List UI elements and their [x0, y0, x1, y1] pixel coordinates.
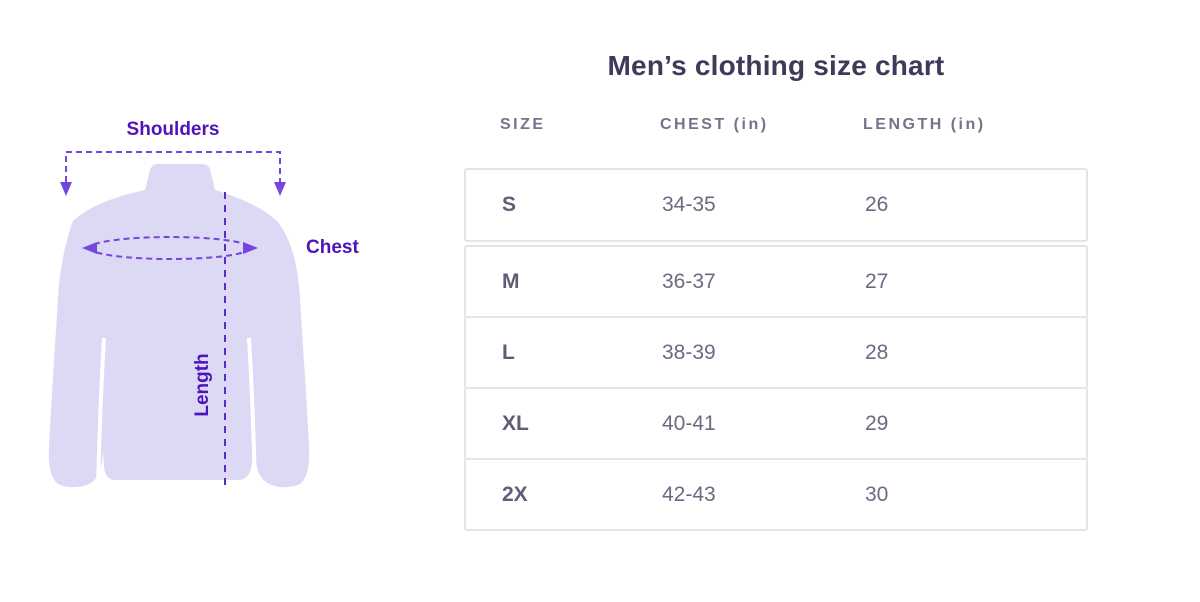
chest-cell: 38-39: [662, 340, 716, 364]
length-cell: 28: [865, 340, 889, 364]
length-cell: 26: [865, 193, 889, 216]
chest-label: Chest: [306, 237, 359, 258]
shoulders-measure-line: [65, 151, 281, 182]
shoulders-arrow-left: [60, 182, 72, 196]
sleeve-gap-right: [247, 337, 257, 493]
length-cell: 27: [865, 269, 889, 293]
shoulders-arrow-right: [274, 182, 286, 196]
shirt-body: [48, 164, 310, 488]
size-cell: L: [502, 340, 515, 364]
chest-arrow-right: [243, 242, 258, 254]
chest-cell: 42-43: [662, 482, 716, 506]
sleeve-gap-left: [96, 337, 106, 493]
header-chest: CHEST (in): [660, 116, 769, 133]
size-cell: M: [502, 269, 520, 293]
length-cell: 29: [865, 411, 889, 435]
chest-cell: 34-35: [662, 193, 716, 216]
table-header-row: SIZE CHEST (in) LENGTH (in): [464, 116, 1088, 134]
chest-cell: 40-41: [662, 411, 716, 435]
header-length: LENGTH (in): [863, 116, 986, 133]
table-row: M 36-37 27: [464, 245, 1088, 318]
shirt-measurement-diagram: Shoulders Chest Length: [0, 0, 430, 602]
length-cell: 30: [865, 482, 889, 506]
table-row: L 38-39 28: [464, 316, 1088, 389]
shirt-illustration: [48, 151, 310, 493]
shoulders-label: Shoulders: [126, 119, 220, 140]
length-label: Length: [192, 353, 213, 417]
table-row: 2X 42-43 30: [464, 458, 1088, 531]
chest-cell: 36-37: [662, 269, 716, 293]
table-row: S 34-35 26: [464, 168, 1088, 242]
size-cell: XL: [502, 411, 529, 435]
table-row: XL 40-41 29: [464, 387, 1088, 460]
size-cell: S: [502, 193, 517, 216]
chest-arrow-left: [82, 242, 97, 254]
table-body: S 34-35 26 M 36-37 27 L 38-39 28 XL 40-4…: [464, 168, 1088, 531]
page-title: Men’s clothing size chart: [607, 50, 945, 81]
size-cell: 2X: [502, 482, 528, 506]
header-size: SIZE: [500, 116, 546, 133]
